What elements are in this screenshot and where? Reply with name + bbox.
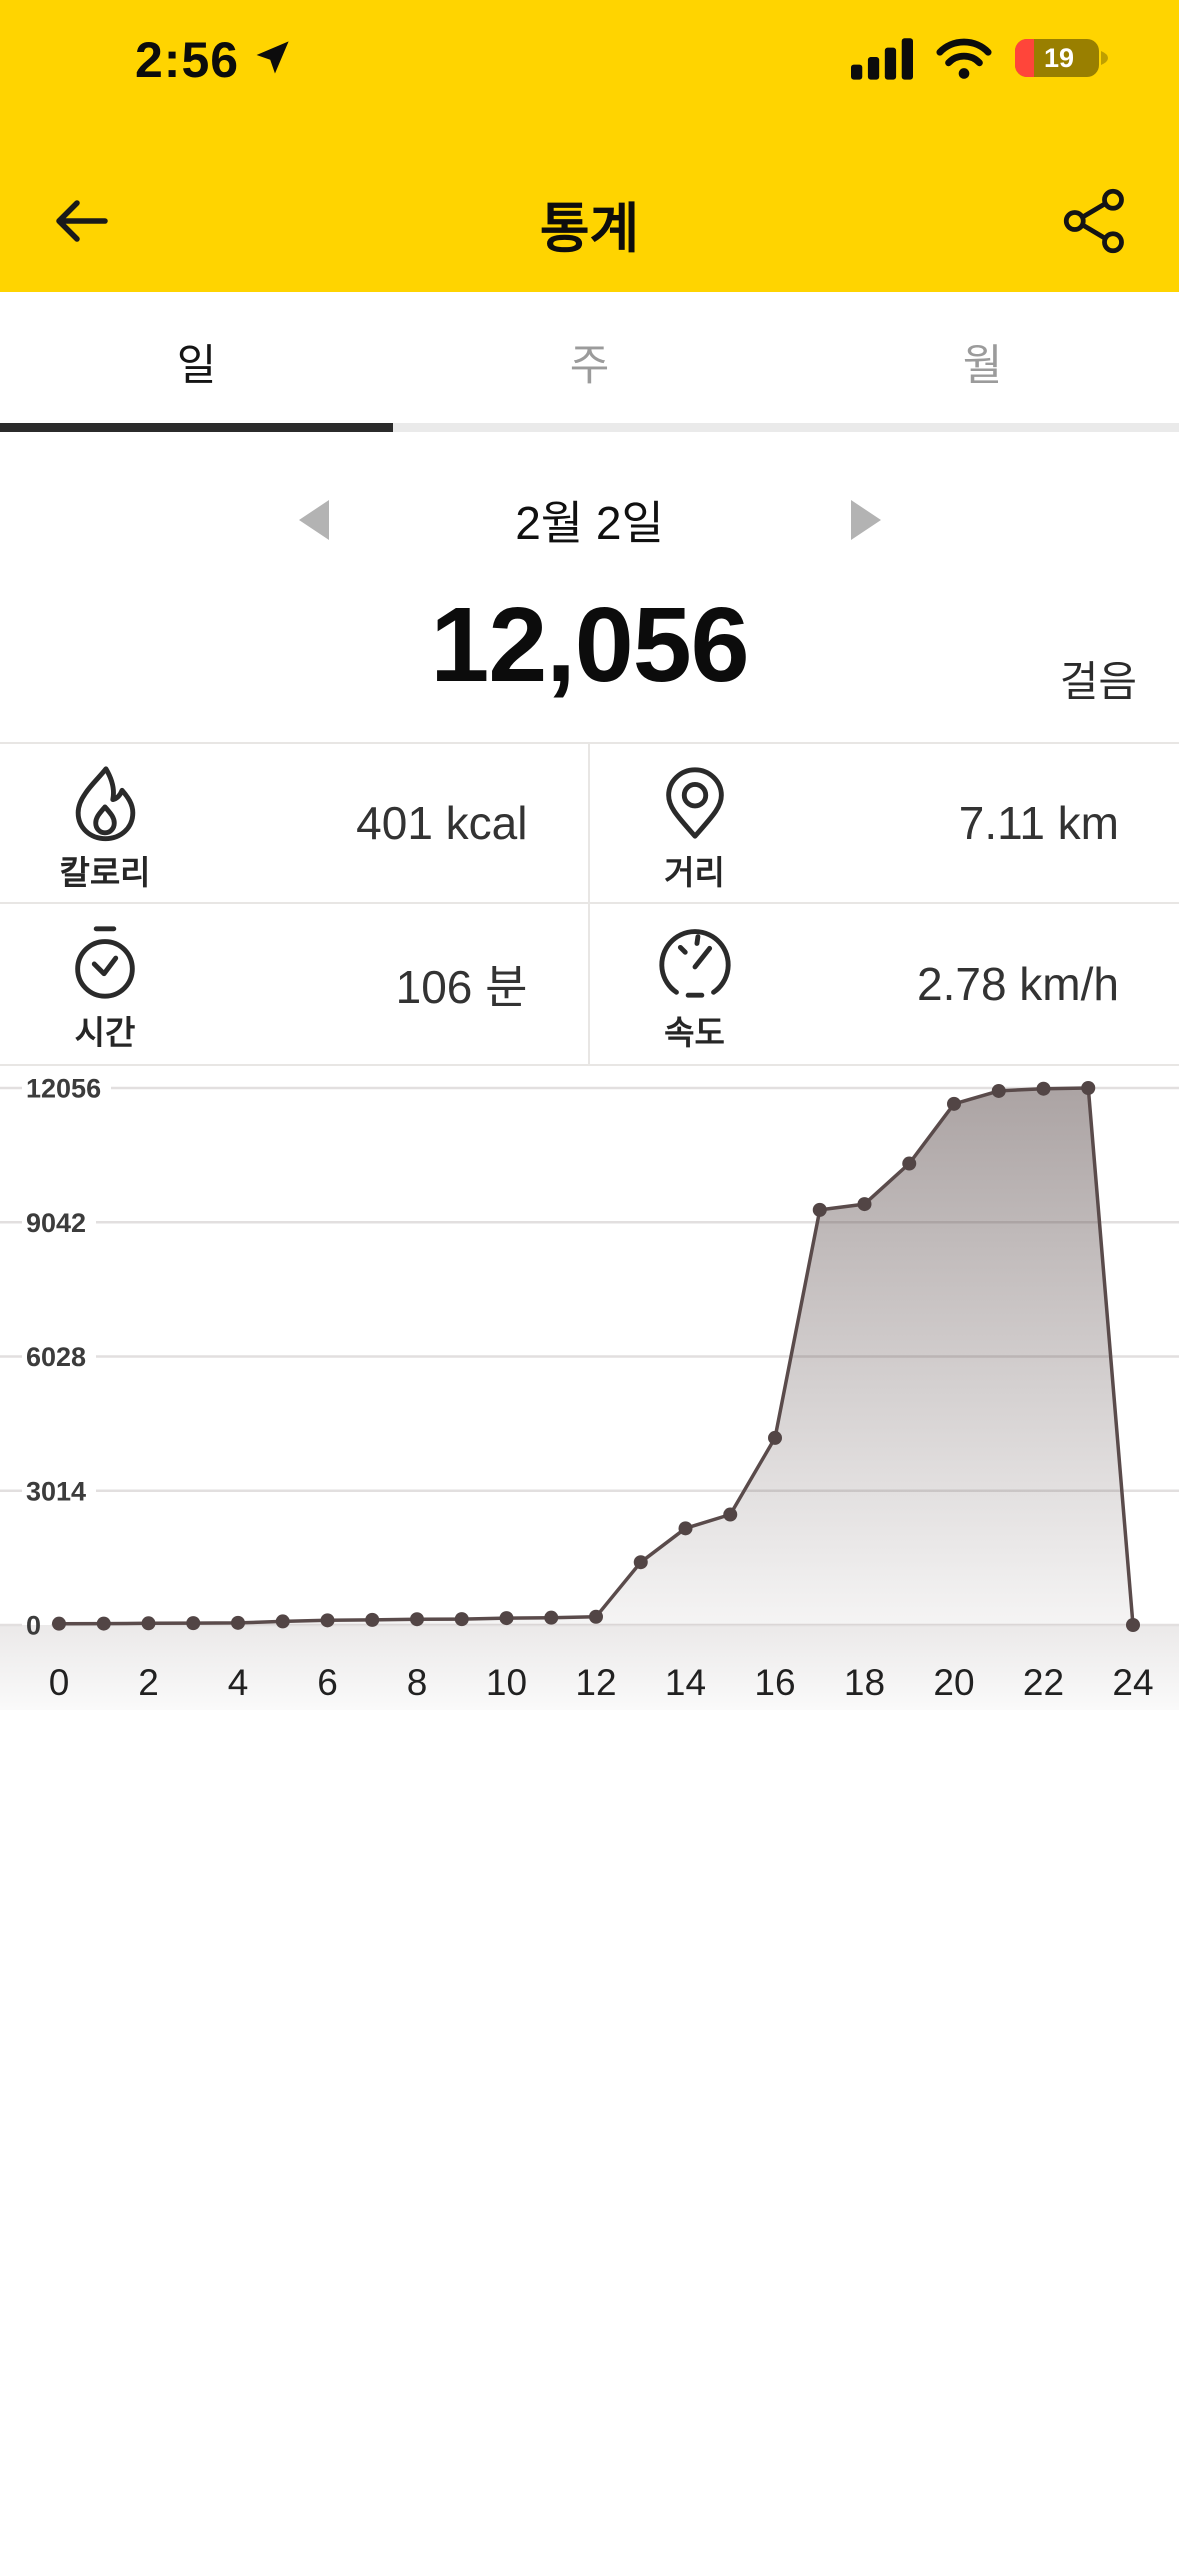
- wifi-icon: [935, 36, 993, 85]
- svg-text:0: 0: [49, 1662, 70, 1703]
- stat-value: 2.78 km/h: [917, 958, 1119, 1010]
- svg-text:10: 10: [486, 1662, 527, 1703]
- date-label: 2월 2일: [515, 497, 664, 549]
- svg-text:9042: 9042: [26, 1208, 86, 1238]
- date-navigation: 2월 2일: [0, 478, 1179, 562]
- svg-text:6: 6: [317, 1662, 338, 1703]
- chevron-right-icon: [850, 500, 881, 540]
- tabs-border: [0, 423, 1179, 432]
- svg-text:8: 8: [407, 1662, 428, 1703]
- svg-text:12: 12: [575, 1662, 616, 1703]
- location-arrow-icon: [253, 39, 291, 82]
- status-time: 2:56: [135, 32, 240, 88]
- back-button[interactable]: [38, 180, 124, 266]
- share-button[interactable]: [1055, 182, 1137, 264]
- svg-text:6028: 6028: [26, 1342, 86, 1372]
- stat-value: 106 분: [395, 961, 528, 1013]
- steps-summary: 12,056 걸음: [0, 560, 1179, 730]
- stat-label: 시간: [74, 1014, 136, 1051]
- stat-distance: 거리 7.11 km: [589, 744, 1179, 904]
- svg-text:24: 24: [1112, 1662, 1153, 1703]
- stat-label: 속도: [664, 1014, 725, 1051]
- stat-value: 401 kcal: [356, 797, 528, 849]
- stat-time: 시간 106 분: [0, 904, 590, 1064]
- battery-icon: 19: [1015, 37, 1109, 84]
- svg-text:18: 18: [844, 1662, 885, 1703]
- stopwatch-icon: [64, 922, 146, 1004]
- active-tab-indicator: [0, 423, 393, 432]
- svg-text:0: 0: [26, 1611, 41, 1641]
- pin-icon: [654, 762, 736, 844]
- stat-label: 거리: [664, 854, 725, 891]
- speedometer-icon: [654, 922, 736, 1004]
- stats-grid: 칼로리 401 kcal 거리 7.11 km: [0, 742, 1179, 1066]
- svg-text:20: 20: [933, 1662, 974, 1703]
- svg-text:22: 22: [1023, 1662, 1064, 1703]
- period-tabs: 일 주 월: [0, 292, 1179, 432]
- flame-icon: [64, 762, 146, 844]
- status-bar: 2:56: [0, 28, 1179, 92]
- svg-text:14: 14: [665, 1662, 706, 1703]
- next-day-button[interactable]: [836, 490, 896, 550]
- svg-text:16: 16: [754, 1662, 795, 1703]
- app-bar: 통계: [0, 168, 1179, 278]
- tab-week[interactable]: 주: [569, 342, 610, 390]
- steps-unit: 걸음: [1059, 658, 1137, 705]
- arrow-left-icon: [43, 189, 119, 258]
- stat-value: 7.11 km: [958, 797, 1119, 849]
- stat-speed: 속도 2.78 km/h: [590, 904, 1179, 1064]
- signal-bars-icon: [851, 36, 913, 85]
- battery-percent: 19: [1044, 43, 1074, 73]
- stat-label: 칼로리: [59, 854, 151, 891]
- steps-count: 12,056: [430, 586, 749, 704]
- tab-day[interactable]: 일: [176, 342, 217, 390]
- svg-text:2: 2: [138, 1662, 159, 1703]
- chevron-left-icon: [298, 500, 329, 540]
- previous-day-button[interactable]: [284, 490, 344, 550]
- share-icon: [1062, 187, 1130, 260]
- page-title: 통계: [539, 198, 640, 259]
- svg-text:12056: 12056: [26, 1074, 101, 1104]
- tab-month[interactable]: 월: [962, 342, 1003, 390]
- topbar: 2:56: [0, 0, 1179, 292]
- svg-text:3014: 3014: [26, 1476, 86, 1506]
- stat-calories: 칼로리 401 kcal: [0, 744, 590, 904]
- svg-text:4: 4: [228, 1662, 249, 1703]
